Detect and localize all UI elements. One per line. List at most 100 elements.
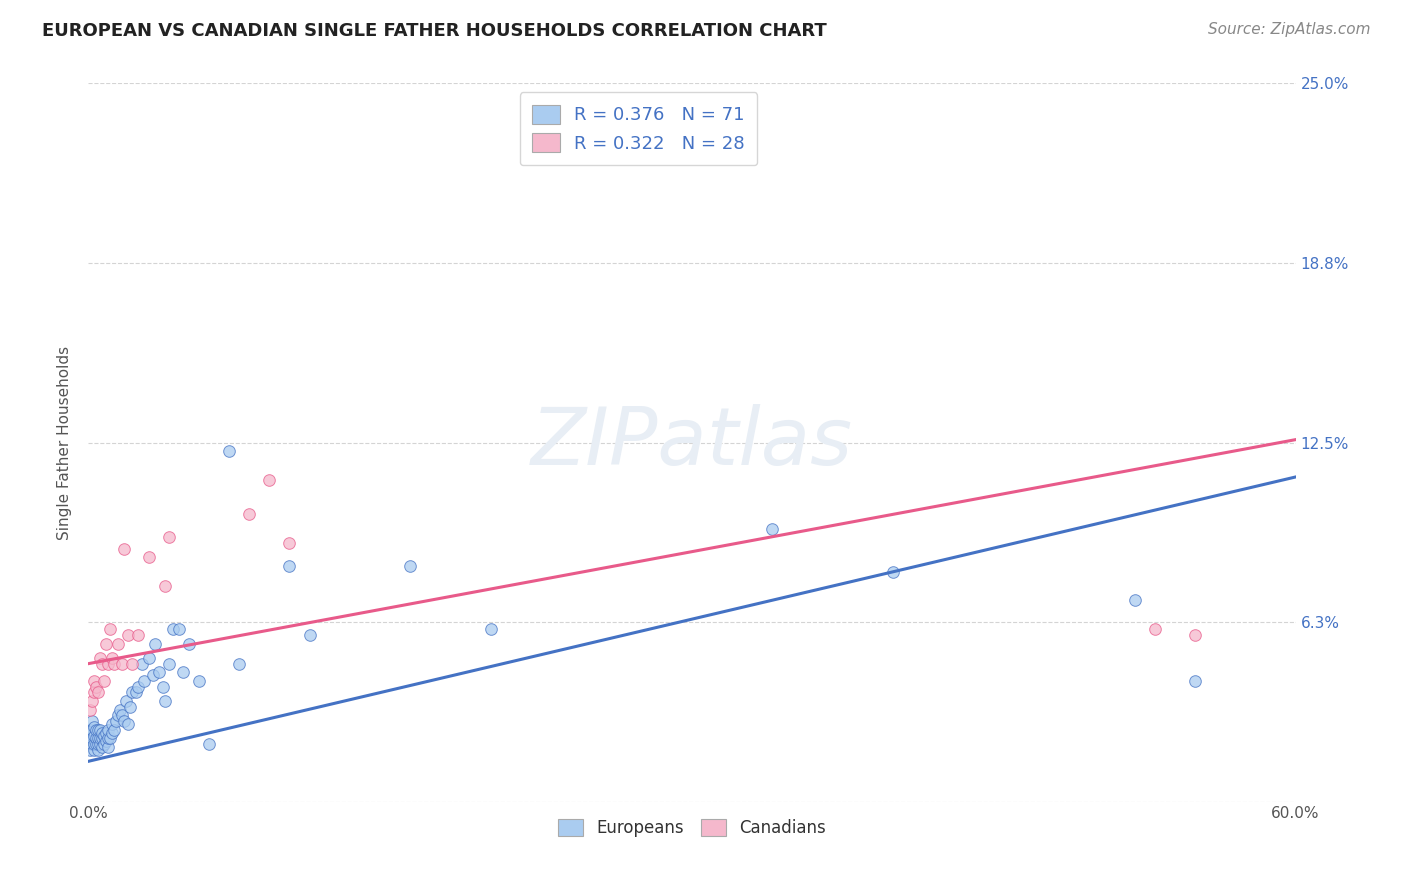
Point [97, 739, 120, 754]
Point [82, 737, 104, 751]
Point [87, 743, 110, 757]
Text: EUROPEAN VS CANADIAN SINGLE FATHER HOUSEHOLDS CORRELATION CHART: EUROPEAN VS CANADIAN SINGLE FATHER HOUSE… [42, 22, 827, 40]
Point [105, 714, 128, 728]
Point [882, 565, 904, 579]
Point [1184, 673, 1206, 688]
Point [103, 723, 125, 737]
Point [97, 723, 120, 737]
Point [1143, 622, 1166, 636]
Point [87, 685, 110, 699]
Point [138, 550, 160, 565]
Point [96, 734, 118, 748]
Point [157, 530, 180, 544]
Y-axis label: Single Father Households: Single Father Households [58, 345, 72, 540]
Point [218, 444, 240, 458]
Point [479, 622, 502, 636]
Point [89, 723, 111, 737]
Point [101, 717, 124, 731]
Point [120, 699, 142, 714]
Point [167, 622, 190, 636]
Text: Source: ZipAtlas.com: Source: ZipAtlas.com [1208, 22, 1371, 37]
Point [127, 680, 149, 694]
Point [91, 725, 114, 739]
Point [138, 651, 160, 665]
Point [111, 708, 134, 723]
Point [89, 651, 111, 665]
Point [121, 657, 143, 671]
Point [112, 714, 135, 728]
Point [117, 628, 139, 642]
Point [228, 657, 250, 671]
Point [79, 723, 101, 737]
Point [110, 703, 132, 717]
Point [162, 622, 184, 636]
Point [131, 657, 153, 671]
Point [101, 725, 124, 739]
Point [91, 657, 114, 671]
Point [115, 694, 138, 708]
Point [198, 737, 221, 751]
Point [278, 559, 301, 574]
Point [153, 694, 176, 708]
Point [91, 739, 114, 754]
Point [152, 680, 174, 694]
Point [96, 725, 118, 739]
Point [134, 673, 156, 688]
Point [172, 665, 194, 680]
Point [87, 723, 110, 737]
Point [187, 673, 209, 688]
Point [399, 559, 422, 574]
Point [89, 731, 111, 746]
Point [101, 651, 124, 665]
Point [143, 637, 166, 651]
Point [157, 657, 180, 671]
Point [83, 720, 105, 734]
Point [82, 723, 104, 737]
Point [79, 743, 101, 757]
Point [238, 508, 260, 522]
Point [96, 637, 118, 651]
Point [93, 729, 115, 743]
Point [83, 685, 105, 699]
Text: ZIPatlas: ZIPatlas [531, 403, 853, 482]
Point [82, 714, 104, 728]
Point [84, 737, 107, 751]
Point [97, 657, 120, 671]
Point [79, 731, 101, 746]
Point [107, 708, 129, 723]
Point [83, 673, 105, 688]
Point [127, 628, 149, 642]
Point [278, 536, 301, 550]
Point [761, 522, 783, 536]
Point [84, 731, 107, 746]
Point [1184, 628, 1206, 642]
Point [107, 637, 129, 651]
Point [121, 685, 143, 699]
Point [93, 737, 115, 751]
Point [97, 731, 120, 746]
Point [93, 673, 115, 688]
Point [125, 685, 148, 699]
Point [148, 665, 170, 680]
Point [79, 703, 101, 717]
Point [177, 637, 200, 651]
Point [91, 731, 114, 746]
Point [117, 717, 139, 731]
Point [259, 473, 281, 487]
Point [141, 668, 163, 682]
Point [1123, 593, 1146, 607]
Point [298, 628, 321, 642]
Legend: Europeans, Canadians: Europeans, Canadians [551, 812, 832, 844]
Point [103, 657, 125, 671]
Point [112, 541, 135, 556]
Point [82, 731, 104, 746]
Point [98, 731, 121, 746]
Point [98, 622, 121, 636]
Point [153, 579, 176, 593]
Point [87, 731, 110, 746]
Point [84, 680, 107, 694]
Point [83, 729, 105, 743]
Point [87, 737, 110, 751]
Point [89, 737, 111, 751]
Point [84, 723, 107, 737]
